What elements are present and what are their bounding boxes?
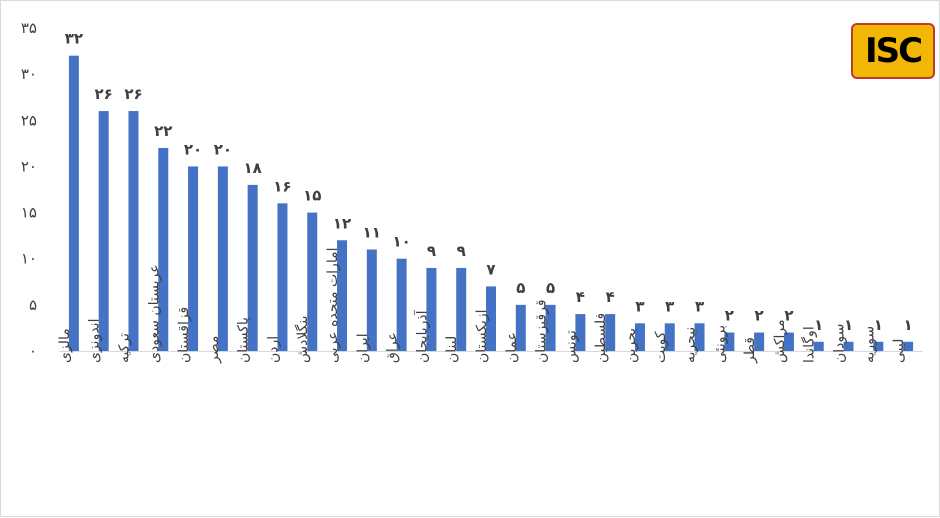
bar: [307, 212, 318, 351]
x-tick-label: سوریه: [861, 326, 877, 363]
x-tick-label: بنگلادش: [294, 315, 311, 363]
data-label: ۲۲: [154, 122, 172, 140]
data-label: ۲۶: [95, 85, 113, 103]
data-label: ۱: [814, 316, 823, 334]
x-tick-label: پاکستان: [236, 317, 252, 363]
bar: [426, 267, 437, 351]
bar: [515, 304, 526, 351]
bar: [724, 332, 735, 351]
x-tick-label: اوگاندا: [801, 326, 818, 363]
data-label: ۲۶: [124, 85, 142, 103]
x-tick-label: مالزی: [57, 328, 73, 363]
bar: [247, 184, 258, 351]
x-tick-label: سودان: [832, 324, 848, 363]
x-tick-label: اردن: [265, 336, 281, 363]
data-label: ۱۸: [243, 159, 261, 177]
data-label: ۷: [486, 260, 495, 278]
bar: [217, 166, 228, 351]
data-label: ۳۲: [65, 30, 83, 48]
x-tick-label: فلسطین: [593, 313, 609, 363]
bar: [575, 314, 586, 351]
data-label: ۵: [546, 279, 555, 297]
y-tick-label: ۰: [29, 342, 37, 360]
data-label: ۳: [635, 297, 644, 315]
bar: [98, 111, 109, 351]
x-tick-label: برونئی: [712, 325, 728, 363]
bar: [903, 341, 914, 351]
data-label: ۲۰: [184, 140, 202, 158]
x-tick-label: اندونزی: [87, 319, 103, 363]
x-tick-label: ترکیه: [116, 333, 132, 363]
x-tick-label: مراکش: [772, 319, 788, 363]
y-tick-label: ۲۵: [21, 111, 37, 129]
bar: [634, 323, 645, 351]
x-tick-label: آذربایجان: [413, 309, 430, 363]
x-tick-label: لبنان: [444, 336, 460, 363]
bar: [128, 111, 139, 351]
x-tick-label: قزاقستان: [176, 307, 192, 363]
bar: [158, 147, 169, 351]
data-label: ۳: [665, 297, 674, 315]
x-tick-label: مصر: [206, 336, 222, 364]
x-tick-label: بحرین: [623, 328, 639, 363]
x-tick-label: امارات متحده عربی: [325, 248, 341, 363]
y-tick-label: ۱۵: [21, 204, 37, 222]
data-label: ۹: [457, 242, 466, 260]
isc-logo: ISC: [851, 23, 935, 79]
x-tick-label: عربستان سعودی: [146, 264, 162, 363]
y-tick-label: ۳۵: [21, 19, 37, 37]
bar: [664, 323, 675, 351]
bar: [366, 249, 377, 351]
data-label: ۹: [427, 242, 436, 260]
data-label: ۱۰: [392, 233, 410, 251]
bar: [486, 286, 496, 351]
data-label: ۲: [725, 307, 734, 325]
data-label: ۲: [784, 307, 793, 325]
bar: [396, 258, 407, 351]
data-label: ۲: [755, 307, 764, 325]
data-label: ۱۲: [333, 214, 351, 232]
bar: [456, 267, 467, 351]
bar: [68, 55, 79, 351]
bar: [605, 314, 616, 351]
data-label: ۲۰: [214, 140, 232, 158]
y-tick-label: ۵: [29, 296, 37, 314]
bar: [813, 341, 824, 351]
data-label: ۵: [516, 279, 525, 297]
x-tick-label: ازبکستان: [474, 309, 490, 363]
x-tick-label: قطر: [742, 337, 758, 364]
y-tick-label: ۱۰: [21, 250, 37, 268]
data-label: ۴: [576, 288, 585, 306]
x-tick-label: کویت: [653, 331, 669, 363]
bar: [754, 332, 765, 351]
x-tick-label: نیجریه: [683, 327, 699, 363]
data-label: ۱: [904, 316, 913, 334]
x-tick-label: عراق: [385, 332, 401, 363]
logo-text: ISC: [864, 31, 923, 71]
data-label: ۴: [606, 288, 615, 306]
bar: [873, 341, 884, 351]
bar: [783, 332, 794, 351]
x-tick-label: ایران: [355, 333, 371, 363]
bar: [545, 304, 556, 351]
bar: [337, 240, 348, 351]
x-tick-label: قرقیزستان: [534, 299, 550, 363]
x-tick-label: عمان: [504, 332, 520, 363]
bar: [843, 341, 854, 351]
x-tick-label: لیبی: [891, 339, 907, 363]
bar: [277, 203, 288, 351]
bar: [188, 166, 199, 351]
data-label: ۱: [844, 316, 853, 334]
data-label: ۱۵: [303, 187, 321, 205]
bar: [694, 323, 705, 351]
y-tick-label: ۳۰: [21, 65, 37, 83]
y-tick-label: ۲۰: [21, 157, 37, 175]
x-tick-label: تونس: [563, 330, 579, 363]
data-label: ۱۶: [273, 177, 291, 195]
data-label: ۱: [874, 316, 883, 334]
data-label: ۳: [695, 297, 704, 315]
data-label: ۱۱: [363, 223, 381, 241]
